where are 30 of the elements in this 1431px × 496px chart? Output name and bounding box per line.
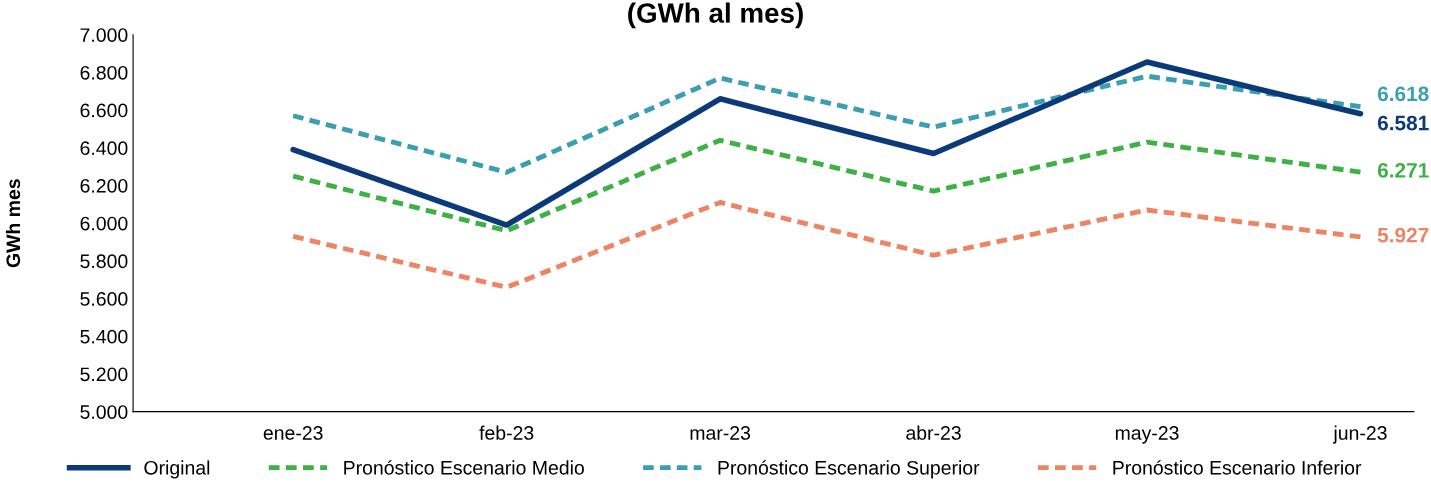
y-tick-label: 6.800 <box>80 65 128 80</box>
y-tick-label: 5.400 <box>80 329 128 344</box>
y-axis-title: GWh mes <box>5 179 21 268</box>
data-label: 5.927 <box>1377 227 1429 243</box>
y-tick-label: 6.600 <box>80 103 128 118</box>
x-tick-label: mar-23 <box>690 426 751 440</box>
line-series <box>290 137 1363 234</box>
line-series <box>290 200 1363 290</box>
chart-title: (GWh al mes) <box>628 2 803 29</box>
x-tick-label: feb-23 <box>479 425 534 440</box>
y-tick-label: 5.800 <box>80 254 128 269</box>
x-tick-label: ene-23 <box>263 426 323 440</box>
y-tick-label: 6.000 <box>80 216 128 231</box>
x-tick-label: may-23 <box>1115 426 1179 444</box>
x-tick-label: jun-23 <box>1332 425 1387 444</box>
x-tick-label: abr-23 <box>906 425 961 440</box>
y-tick-label: 5.600 <box>80 292 128 306</box>
line-series <box>290 73 1363 175</box>
y-tick-label: 6.400 <box>80 141 128 156</box>
legend-label: Pronóstico Escenario Superior <box>718 460 980 479</box>
data-label: 6.581 <box>1377 115 1429 131</box>
y-tick-label: 5.000 <box>80 405 128 419</box>
data-label: 6.271 <box>1377 162 1429 178</box>
legend-label: Pronóstico Escenario Inferior <box>1113 460 1362 475</box>
legend-label: Pronóstico Escenario Medio <box>344 460 584 475</box>
legend-label: Original <box>144 460 210 479</box>
data-label: 6.618 <box>1377 86 1429 102</box>
y-tick-label: 7.000 <box>80 28 128 42</box>
y-tick-label: 5.200 <box>80 367 128 382</box>
y-tick-label: 6.200 <box>80 178 128 193</box>
